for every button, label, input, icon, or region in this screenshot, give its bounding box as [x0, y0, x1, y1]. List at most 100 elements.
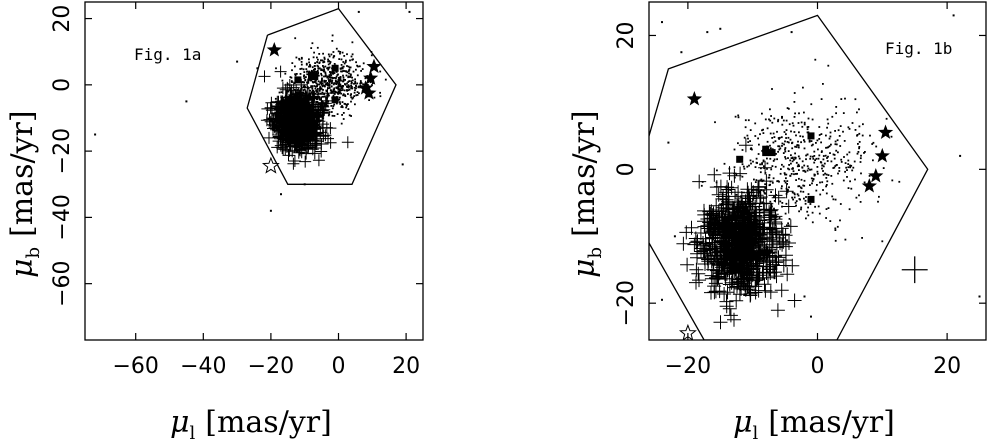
panel-1b-dot	[749, 140, 751, 142]
panel-1b-field-dot	[810, 315, 812, 318]
panel-1a-dot	[320, 59, 322, 62]
panel-1b-dot	[757, 153, 760, 155]
panel-1b-dot	[781, 142, 784, 145]
panel-1b-dot	[826, 146, 829, 149]
panel-1b-dot	[790, 130, 792, 133]
panel-1b-dot	[776, 180, 779, 183]
panel-1b-dot	[885, 117, 888, 120]
panel-1a-dot	[291, 62, 294, 64]
panel-1a-dot	[327, 68, 330, 71]
panel-1a-dot	[341, 105, 343, 107]
panel-1a-dot	[321, 91, 324, 94]
panel-1a-dot	[335, 83, 338, 85]
panel-1b-dot	[716, 169, 718, 172]
panel-1a-dot	[350, 93, 352, 95]
panel-1a-clipped-marks	[94, 7, 411, 212]
panel-1b-dot	[821, 167, 823, 170]
panel-1a-dot	[316, 46, 319, 49]
panel-1b-dot	[812, 143, 814, 146]
panel-1a-dot	[347, 108, 350, 110]
panel-1b-dot	[844, 170, 846, 173]
panel-1b-dot	[817, 157, 820, 160]
panel-1b-dot	[733, 148, 736, 151]
panel-1a-dot	[313, 85, 316, 87]
panel-1b-dot	[740, 196, 742, 198]
panel-1a-dot	[317, 74, 320, 77]
panel-1a-filled-star-marker	[366, 58, 382, 74]
panel-1b-dot	[823, 162, 826, 165]
panel-1a-dot	[285, 89, 288, 92]
panel-1a-dot	[346, 65, 348, 67]
panel-1a-dot	[355, 87, 357, 90]
panel-1b-dot	[838, 135, 841, 137]
panel-1b-dot	[825, 177, 828, 179]
panel-1a-dot	[333, 72, 336, 74]
panel-1a-dot	[350, 87, 352, 89]
panel-1b-ytick-label: 0	[614, 162, 639, 176]
panel-1a-dot	[348, 88, 351, 91]
panel-1a-dot	[299, 73, 302, 75]
panel-1b-dot	[875, 145, 878, 148]
panel-1b-dot	[797, 140, 799, 143]
panel-1b-dot	[802, 135, 804, 138]
panel-1b-dot	[805, 196, 807, 198]
panel-1b-dot	[857, 151, 860, 153]
panel-1b-dot	[834, 130, 836, 132]
panel-1b-dot	[763, 191, 766, 194]
panel-1a-dot	[332, 94, 335, 97]
panel-1b-dot	[834, 143, 837, 146]
panel-1b-dot	[791, 196, 793, 199]
panel-1a-dot	[303, 81, 305, 84]
panel-1b-dot	[759, 171, 762, 174]
panel-1a-xtick-label: −20	[248, 354, 294, 379]
panel-1a-dot	[349, 94, 352, 97]
panel-1b-dot	[769, 200, 772, 203]
panel-1b-dot	[784, 156, 786, 158]
panel-1a-dot	[324, 95, 326, 98]
panel-1b-dot	[858, 132, 861, 135]
panel-1b-dot	[785, 137, 787, 139]
panel-1a-dot	[339, 96, 341, 99]
panel-1b-dot	[840, 158, 843, 161]
panel-1a-dot	[342, 94, 344, 97]
panel-1b-dot	[797, 146, 800, 149]
panel-1a-dot	[340, 122, 343, 125]
panel-1a-dot	[339, 76, 342, 78]
panel-1b-dot	[807, 214, 810, 217]
panel-1b-dot	[784, 140, 786, 143]
panel-1b-dot	[780, 168, 782, 170]
panel-1a-dot	[347, 81, 350, 83]
panel-1b-dot	[794, 145, 796, 148]
panel-1a-dot	[349, 75, 352, 78]
panel-1a-dot	[355, 94, 358, 97]
panel-1b-square-marker	[807, 195, 815, 203]
panel-1b-dot	[793, 193, 796, 196]
panel-1a-dot	[337, 87, 340, 89]
panel-1b-dot	[794, 152, 796, 155]
panel-1b-dot	[777, 150, 779, 153]
panel-1a-dot	[328, 60, 331, 62]
panel-1a-dot	[289, 76, 292, 78]
panel-1b-dot	[839, 125, 842, 127]
panel-1b-dot	[882, 167, 885, 169]
panel-1b-dot	[830, 175, 833, 177]
panel-1b-dot	[818, 154, 821, 157]
panel-1a-dot	[344, 61, 347, 64]
panel-1a-dot	[333, 82, 336, 85]
panel-1a-dot	[333, 115, 336, 117]
panel-1a-dot	[330, 85, 333, 88]
panel-1b-field-dot	[978, 295, 981, 298]
panel-1b-dot	[802, 190, 805, 193]
panel-1b-dot	[877, 200, 879, 203]
panel-1a-dot	[320, 87, 323, 90]
panel-1a-dot	[360, 70, 362, 72]
panel-1b-dot	[769, 108, 771, 111]
panel-1a-dot	[337, 50, 340, 53]
panel-1a-dot	[280, 91, 283, 94]
panel-1a-dot	[338, 77, 341, 80]
panel-1a-dot	[340, 58, 343, 61]
panel-1b-dot	[825, 185, 827, 188]
panel-1a-ytick-label: −20	[50, 128, 75, 174]
panel-1a-dot	[339, 52, 341, 55]
panel-1b-dot	[764, 118, 767, 121]
